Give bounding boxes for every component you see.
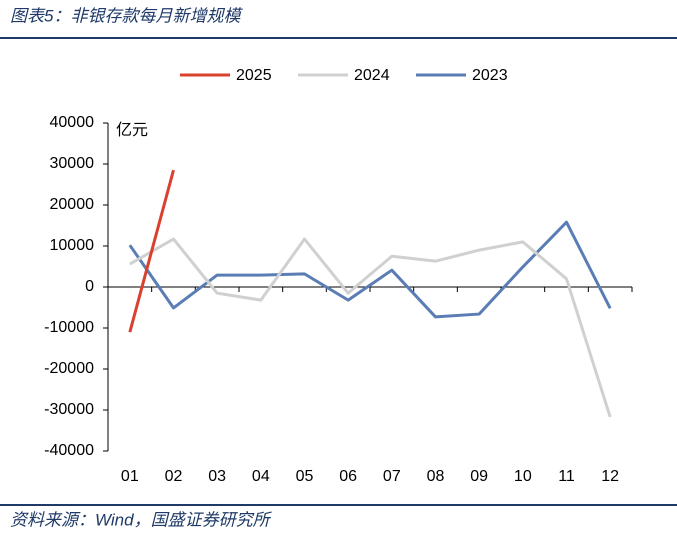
x-tick-label: 04 [252, 468, 270, 485]
series-line [128, 169, 175, 333]
x-tick-label: 12 [601, 468, 619, 485]
series-line [128, 220, 612, 319]
x-tick-label: 09 [470, 468, 488, 485]
x-tick-label: 05 [296, 468, 314, 485]
legend-label: 2023 [472, 67, 508, 84]
y-tick-label: -20000 [44, 360, 94, 377]
legend-label: 2024 [354, 67, 390, 84]
page-title: 图表5：非银存款每月新增规模 [10, 6, 243, 25]
y-tick-label: 10000 [50, 237, 95, 254]
y-tick-label: 20000 [50, 196, 95, 213]
x-tick-label: 10 [514, 468, 532, 485]
x-tick-label: 11 [558, 468, 575, 485]
y-tick-label: -40000 [44, 442, 94, 459]
x-tick-label: 03 [208, 468, 226, 485]
x-tick-label: 02 [165, 468, 183, 485]
x-tick-label: 08 [427, 468, 445, 485]
y-tick-label: 40000 [50, 114, 95, 131]
x-tick-label: 07 [383, 468, 401, 485]
legend-label: 2025 [236, 67, 272, 84]
series-line [129, 237, 612, 418]
x-tick-label: 01 [121, 468, 139, 485]
y-tick-label: -10000 [44, 319, 94, 336]
x-tick-label: 06 [339, 468, 357, 485]
unit-label: 亿元 [116, 121, 148, 139]
y-tick-label: 0 [85, 278, 94, 295]
source-note: 资料来源：Wind，国盛证券研究所 [10, 510, 273, 529]
y-tick-label: 30000 [50, 155, 95, 172]
y-tick-label: -30000 [44, 401, 94, 418]
